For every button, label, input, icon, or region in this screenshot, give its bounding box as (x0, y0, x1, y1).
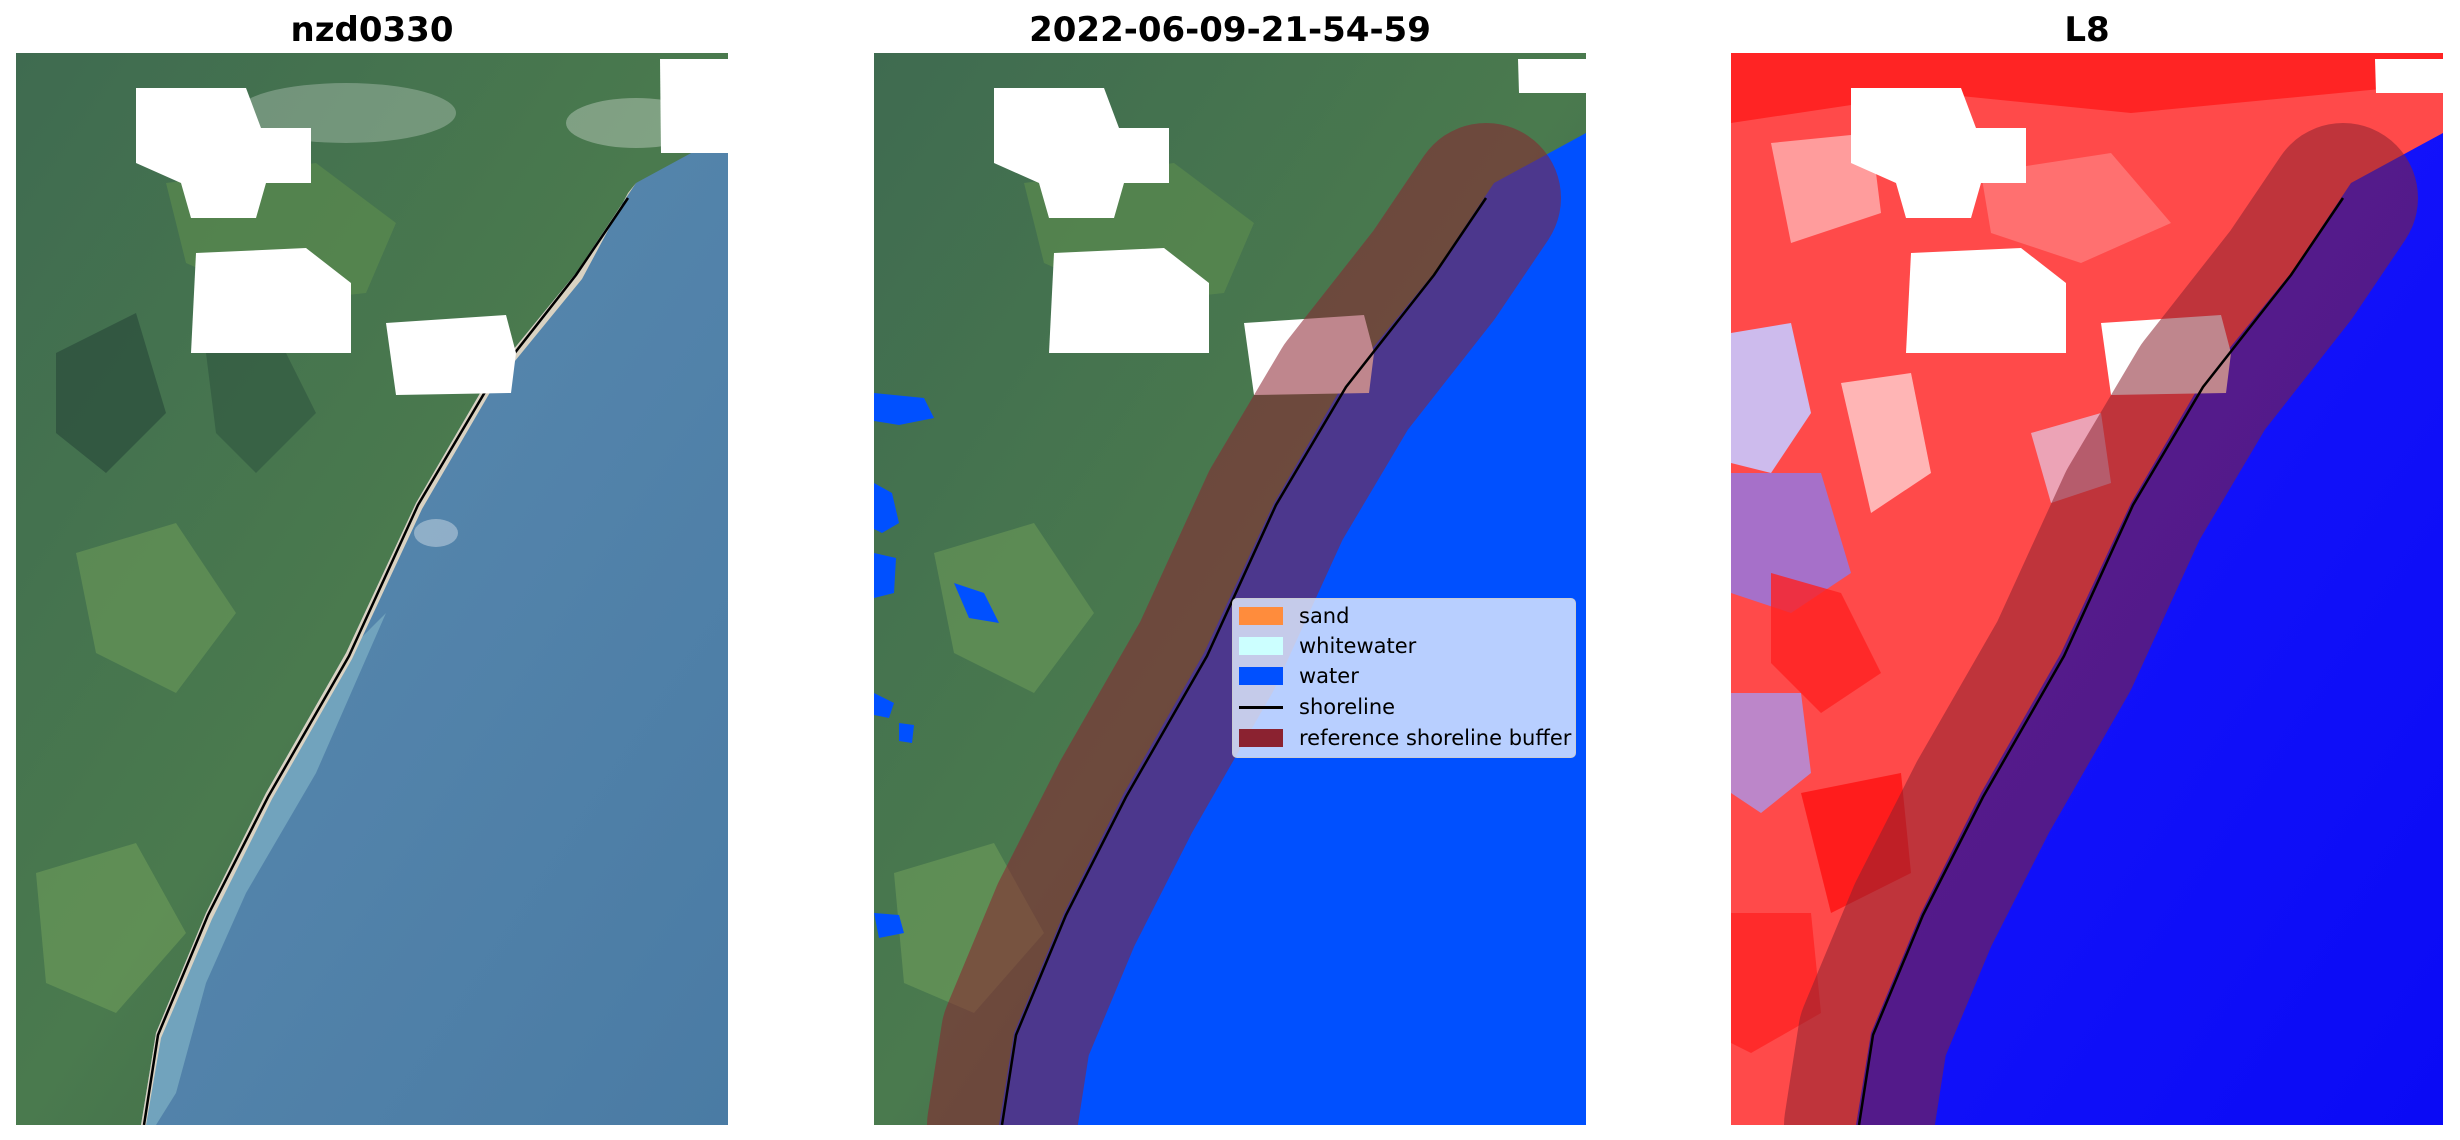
legend-label: sand (1299, 604, 1350, 628)
buffer-swatch (1239, 729, 1283, 747)
sand-swatch (1239, 607, 1283, 625)
legend-item-sand: sand (1239, 601, 1349, 631)
classification-image (874, 53, 1586, 1125)
panel-title-rgb: nzd0330 (290, 10, 454, 50)
legend-item-buffer: reference shoreline buffer (1239, 723, 1571, 753)
legend-item-water: water (1239, 661, 1359, 691)
rgb-satellite-image (16, 53, 728, 1125)
legend-label: reference shoreline buffer (1299, 726, 1572, 750)
index-image (1731, 53, 2443, 1125)
legend-label: water (1299, 664, 1359, 688)
legend-label: shoreline (1299, 695, 1396, 719)
panel-title-classification: 2022-06-09-21-54-59 (1029, 10, 1431, 50)
shoreline-line (1239, 705, 1283, 709)
whitewater-swatch (1239, 637, 1283, 655)
panel-title-index: L8 (2064, 10, 2110, 50)
water-swatch (1239, 667, 1283, 685)
legend-label: whitewater (1299, 634, 1417, 658)
legend-item-whitewater: whitewater (1239, 631, 1416, 661)
legend-item-shoreline: shoreline (1239, 692, 1395, 722)
legend: sand whitewater water shoreline referenc… (1232, 598, 1576, 758)
